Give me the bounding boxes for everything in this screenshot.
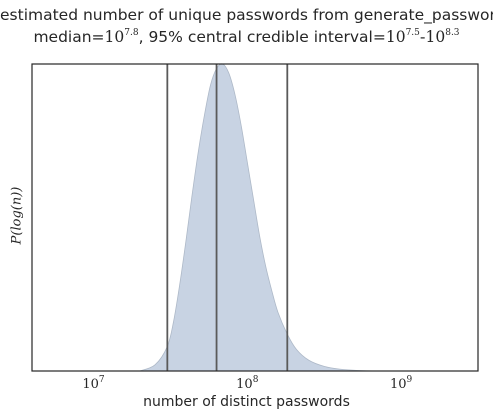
chart-title-line2: median=107.8, 95% central credible inter… bbox=[0, 28, 493, 46]
interval-prefix: , 95% central credible interval= bbox=[138, 28, 386, 46]
density-area bbox=[139, 63, 394, 372]
interval-lower-base: 10 bbox=[385, 28, 406, 46]
x-tick-label: 108 bbox=[236, 375, 259, 392]
interval-upper-exponent: 8.3 bbox=[445, 28, 460, 38]
x-tick-label: 109 bbox=[390, 375, 413, 392]
median-prefix: median= bbox=[33, 28, 105, 46]
chart-title-line1: estimated number of unique passwords fro… bbox=[0, 6, 493, 24]
median-base: 10 bbox=[104, 28, 125, 46]
interval-dash: - bbox=[419, 28, 426, 46]
x-axis-label: number of distinct passwords bbox=[143, 394, 350, 410]
interval-upper-base: 10 bbox=[425, 28, 446, 46]
median-exponent: 7.8 bbox=[124, 28, 139, 38]
plot-frame bbox=[31, 63, 479, 372]
x-tick-label: 107 bbox=[82, 375, 105, 392]
interval-lower-exponent: 7.5 bbox=[405, 28, 420, 38]
